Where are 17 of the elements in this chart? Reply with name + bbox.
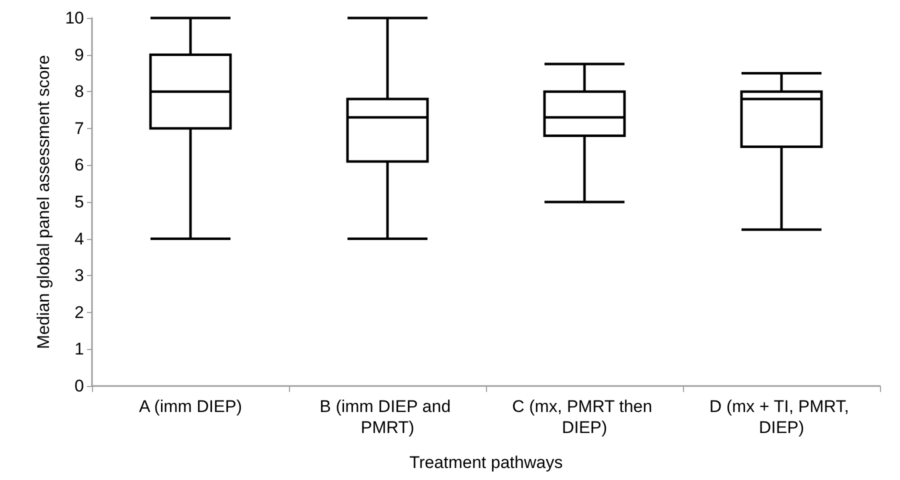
- y-axis-title: Median global panel assessment score: [34, 55, 53, 349]
- y-tick-label: 6: [74, 156, 84, 175]
- y-tick-label: 3: [74, 266, 84, 286]
- y-tick-label: 2: [74, 302, 84, 322]
- x-tick-label: D (mx + TI, PMRT, DIEP): [709, 397, 854, 437]
- y-tick-label: 8: [74, 82, 84, 102]
- y-tick-label: 5: [74, 192, 84, 212]
- y-tick-label: 10: [65, 8, 84, 28]
- x-tick-label: C (mx, PMRT then DIEP): [512, 397, 657, 437]
- x-tick-label: B (imm DIEP and PMRT): [320, 397, 456, 437]
- x-axis-title: Treatment pathways: [409, 453, 563, 472]
- x-tick-label: A (imm DIEP): [139, 397, 242, 416]
- y-tick-label: 0: [74, 376, 84, 396]
- y-tick-label: 9: [74, 45, 84, 64]
- y-tick-label: 4: [74, 229, 84, 248]
- y-tick-label: 1: [74, 340, 84, 359]
- y-tick-label: 7: [74, 118, 84, 138]
